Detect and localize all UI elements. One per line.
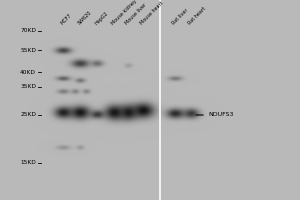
Text: Mouse heart: Mouse heart (140, 1, 165, 26)
Text: Mouse kidney: Mouse kidney (110, 0, 138, 26)
Text: NDUFS3: NDUFS3 (208, 112, 233, 117)
Text: 25KD: 25KD (20, 112, 36, 117)
Text: 70KD: 70KD (20, 28, 36, 33)
Text: 35KD: 35KD (20, 84, 36, 90)
Text: MCF7: MCF7 (59, 13, 73, 26)
Text: Mouse liver: Mouse liver (124, 3, 148, 26)
Text: 40KD: 40KD (20, 70, 36, 74)
Text: Rat liver: Rat liver (172, 8, 190, 26)
Text: 15KD: 15KD (20, 160, 36, 166)
Text: Rat heart: Rat heart (188, 6, 207, 26)
Text: HepG2: HepG2 (94, 11, 109, 26)
Text: 55KD: 55KD (20, 47, 36, 52)
Text: SW620: SW620 (76, 10, 92, 26)
